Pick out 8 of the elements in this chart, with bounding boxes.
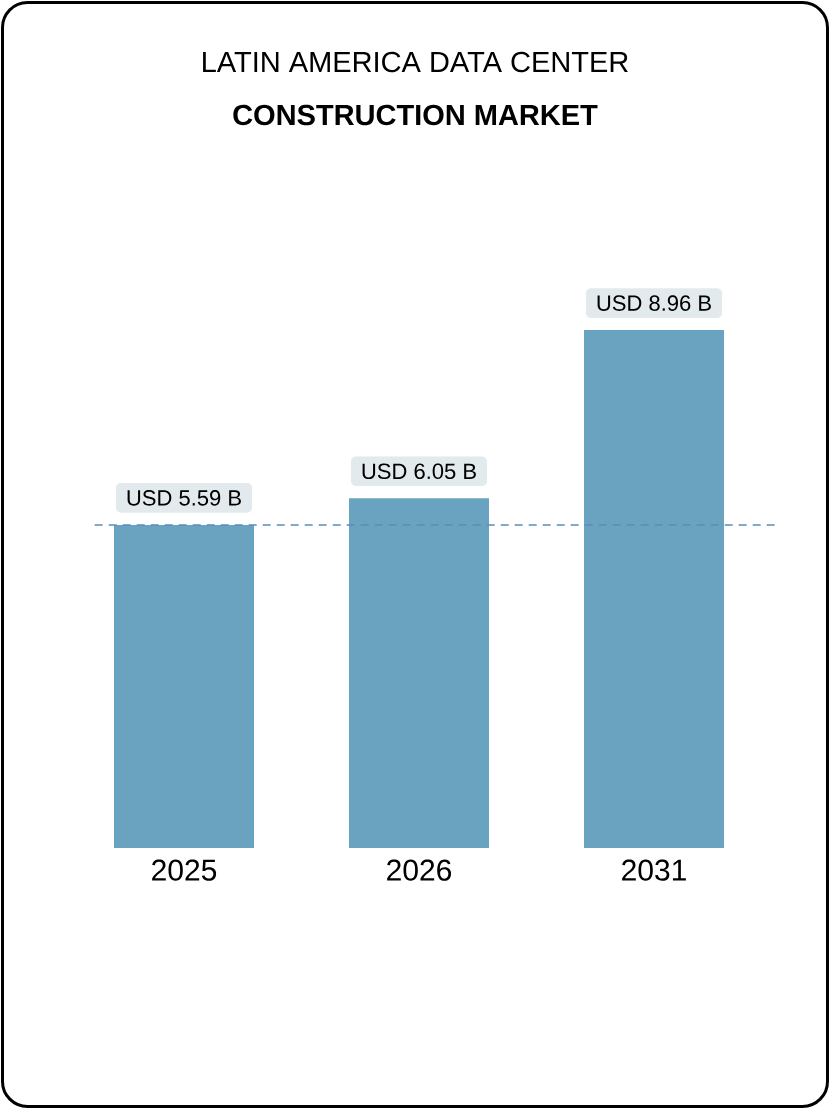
chart-title: LATIN AMERICA DATA CENTER (203, 51, 628, 73)
data-label: USD 6.05 B (362, 463, 476, 480)
x-tick-label: 2025 (152, 859, 217, 881)
x-tick-label: 2026 (387, 859, 452, 881)
x-tick-label: 2031 (622, 859, 686, 881)
chart-subtitle: CONSTRUCTION MARKET (233, 104, 598, 126)
data-label: USD 8.96 B (597, 295, 711, 311)
data-label: USD 5.59 B (127, 490, 241, 506)
